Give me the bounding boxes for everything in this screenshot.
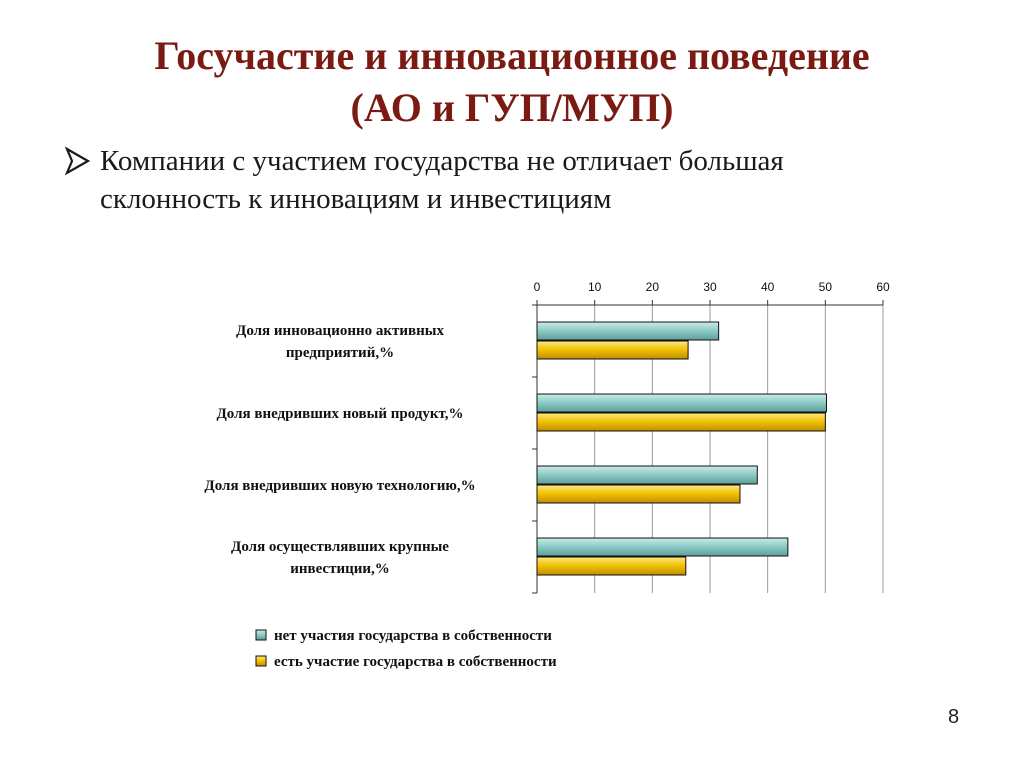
bullet-text-line-2: склонность к инновациям и инвестициям — [100, 183, 612, 215]
title-line-2: (АО и ГУП/МУП) — [350, 85, 674, 130]
bar — [536, 393, 827, 413]
slide-title: Госучастие и инновационное поведение (АО… — [0, 30, 1024, 134]
x-tick-label: 40 — [761, 280, 775, 294]
x-tick-label: 50 — [819, 280, 833, 294]
arrow-bullet-icon — [64, 146, 91, 176]
legend-label: нет участия государства в собственности — [274, 628, 552, 644]
x-tick-label: 20 — [646, 280, 660, 294]
category-label: Доля внедривших новый продукт,% — [216, 406, 463, 422]
bullet-text: Компании с участием государства не отлич… — [100, 142, 960, 218]
x-tick-label: 0 — [534, 280, 541, 294]
slide-number: 8 — [948, 706, 960, 728]
bullet-text-line-1: Компании с участием государства не отлич… — [100, 145, 784, 177]
bar — [536, 412, 826, 432]
bar — [536, 537, 789, 557]
category-label: предприятий,% — [286, 345, 394, 361]
x-tick-label: 30 — [703, 280, 717, 294]
legend-swatch — [255, 629, 267, 641]
bar — [536, 321, 720, 341]
bar — [536, 484, 741, 504]
category-label: Доля внедривших новую технологию,% — [204, 478, 475, 494]
bar — [536, 556, 687, 576]
bar — [536, 465, 758, 485]
bar — [536, 340, 689, 360]
legend-label: есть участие государства в собственности — [274, 654, 557, 670]
category-label: Доля осуществлявших крупные — [231, 539, 449, 555]
category-label: Доля инновационно активных — [236, 323, 444, 339]
x-tick-label: 60 — [876, 280, 890, 294]
title-line-1: Госучастие и инновационное поведение — [154, 33, 870, 78]
category-label: инвестиции,% — [290, 561, 390, 577]
x-tick-label: 10 — [588, 280, 602, 294]
legend-swatch — [255, 655, 267, 667]
